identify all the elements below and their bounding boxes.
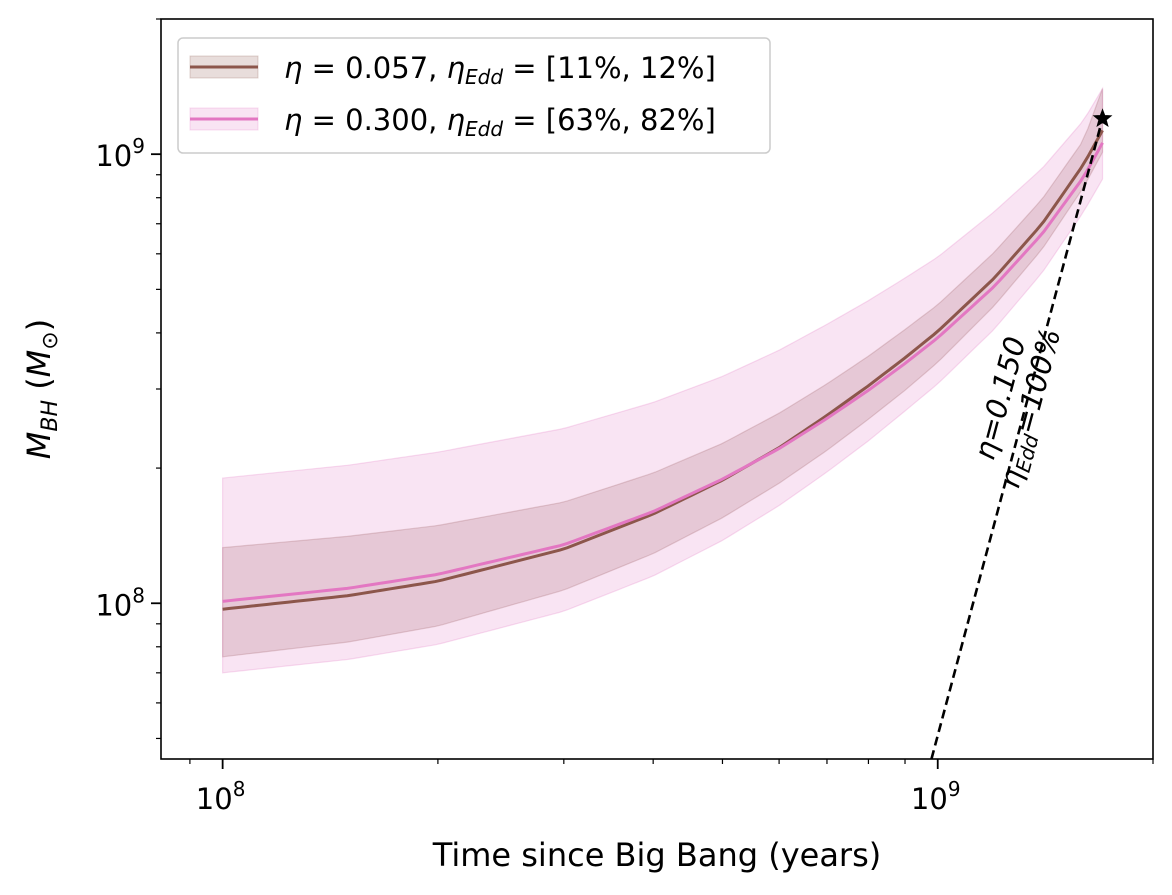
y-tick-label-2: 109	[95, 134, 145, 173]
series-line-1	[222, 129, 1104, 611]
y-label-unit-sub: ⊙	[38, 331, 63, 349]
x-tick-label-2: 109	[911, 777, 961, 816]
series-line-2	[222, 142, 1104, 603]
legend-box	[177, 37, 771, 154]
legend-label-1: η = 0.057, ηEdd = [11%, 12%]	[284, 51, 716, 89]
legend-label-2: η = 0.300, ηEdd = [63%, 82%]	[284, 103, 716, 141]
star-marker	[1092, 108, 1113, 128]
confidence-band-2	[222, 86, 1104, 674]
y-label-sub: BH	[38, 400, 63, 432]
y-axis-label: MBH (M⊙)	[20, 319, 63, 459]
y-tick-label-1: 108	[95, 583, 145, 622]
y-label-main: M	[20, 432, 58, 460]
y-label-unit: M	[20, 350, 58, 378]
x-axis-label: Time since Big Bang (years)	[432, 836, 881, 874]
reference-line	[930, 118, 1104, 759]
x-tick-label-1: 108	[196, 777, 246, 816]
legend: η = 0.057, ηEdd = [11%, 12%] η = 0.300, …	[177, 37, 771, 154]
